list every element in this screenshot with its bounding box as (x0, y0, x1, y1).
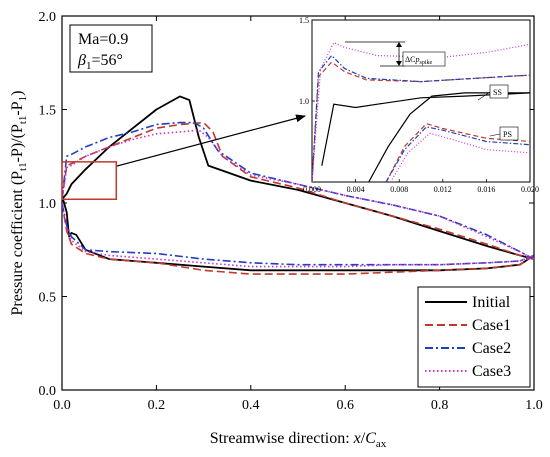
x-title-main: Streamwise direction: (210, 430, 354, 447)
spike-arrowhead-bottom (396, 61, 402, 66)
beta-symbol: β (77, 52, 86, 69)
x-tick-label: 0.8 (431, 398, 449, 413)
y-axis-title: Pressure coefficient (Pt1-P)/(Pt1-P1) (9, 91, 29, 316)
series-case1-ss-line (62, 121, 534, 260)
inset-series-case2-ps-line (385, 126, 530, 182)
x-tick-label: 1.0 (525, 398, 543, 413)
x-title-sub: ax (376, 438, 387, 450)
x-title-var: x (353, 430, 361, 447)
beta-value: =56° (91, 52, 122, 69)
series-case3-ps-line (62, 202, 534, 268)
main-series-group (62, 95, 534, 275)
x-tick-label: 0.4 (242, 398, 260, 413)
inset-axis-ticks: 0.000 0.004 0.008 0.012 0.016 0.020 1.0 1.5 (299, 16, 539, 194)
inset-y-tick-label: 1.0 (299, 97, 309, 106)
main-axis-ticks: 0.0 0.2 0.4 0.6 0.8 1.0 0.0 0.5 1.0 1.5 2.0 (39, 10, 543, 413)
series-case2-ps-line (62, 202, 534, 266)
ss-label-box (489, 84, 509, 99)
legend-box (417, 286, 531, 388)
beta-subscript: 1 (86, 60, 92, 72)
x-title-c: C (365, 430, 376, 447)
y-title-sub2: t1 (17, 116, 29, 125)
spike-label-box (402, 51, 446, 67)
series-initial-ps-line (62, 195, 534, 272)
inset-x-tick-label: 0.008 (390, 185, 408, 194)
ps-label-box (499, 126, 519, 141)
zoom-arrow (116, 114, 306, 167)
y-tick-label: 0.5 (39, 291, 57, 306)
series-case1-ps-line (62, 202, 534, 275)
y-title-sub1: t1 (17, 162, 29, 171)
inset-series-case2-ss-line (312, 54, 530, 182)
y-tick-label: 0.0 (39, 384, 57, 399)
spike-label-symbol: ΔC (405, 55, 415, 64)
series-case2-ss-line (62, 121, 534, 260)
condition-annotation-box (69, 24, 153, 73)
spike-label-italic: p (414, 55, 419, 64)
x-tick-label: 0.0 (53, 398, 71, 413)
inset-series-case3-ss-line (312, 41, 530, 182)
x-tick-label: 0.6 (336, 398, 354, 413)
spike-label: ΔCpspike (405, 55, 432, 66)
y-tick-label: 1.5 (39, 104, 57, 119)
inset-x-tick-label: 0.012 (434, 185, 452, 194)
ss-label: SS (493, 88, 502, 97)
inset-series-initial-ps-line (368, 92, 530, 182)
y-title-part1: Pressure coefficient (P (9, 171, 26, 316)
spike-label-sub: spike (419, 60, 432, 66)
y-title-sub3: 1 (17, 96, 29, 102)
x-axis-title: Streamwise direction: x/Cax (210, 430, 387, 450)
legend: Initial Case1 Case2 Case3 (425, 294, 511, 380)
series-initial-ss-line (62, 95, 534, 260)
inset-panel (311, 19, 531, 183)
legend-label-case2: Case2 (472, 340, 511, 357)
inset-series-case3-ps-line (389, 132, 530, 182)
inset-x-tick-label: 0.000 (303, 185, 321, 194)
y-title-part2: -P)/(P (9, 124, 26, 162)
inset-series-case1-ps-line (385, 123, 530, 182)
ps-label-leader (489, 133, 501, 137)
inset-y-tick-label: 1.5 (299, 16, 309, 25)
inset-series-group (312, 41, 530, 182)
y-title-end: ) (9, 91, 26, 96)
mach-number-label: Ma=0.9 (78, 31, 128, 48)
inlet-angle-label: β1=56° (77, 52, 123, 72)
y-tick-label: 1.0 (39, 197, 57, 212)
legend-label-case3: Case3 (472, 363, 511, 380)
x-tick-label: 0.2 (148, 398, 166, 413)
legend-label-initial: Initial (472, 294, 511, 311)
y-tick-label: 2.0 (39, 10, 57, 25)
x-title-sep: / (361, 430, 366, 447)
inset-x-tick-label: 0.016 (477, 185, 495, 194)
ps-label: PS (503, 130, 512, 139)
inset-x-tick-label: 0.020 (521, 185, 539, 194)
legend-label-case1: Case1 (472, 317, 511, 334)
inset-series-initial-ss-line (321, 92, 530, 166)
spike-arrowhead-top (396, 42, 402, 47)
ss-label-leader (477, 91, 491, 101)
inset-x-tick-label: 0.004 (347, 185, 365, 194)
y-title-part3: -P (9, 101, 26, 115)
zoom-highlight-box (61, 161, 118, 201)
